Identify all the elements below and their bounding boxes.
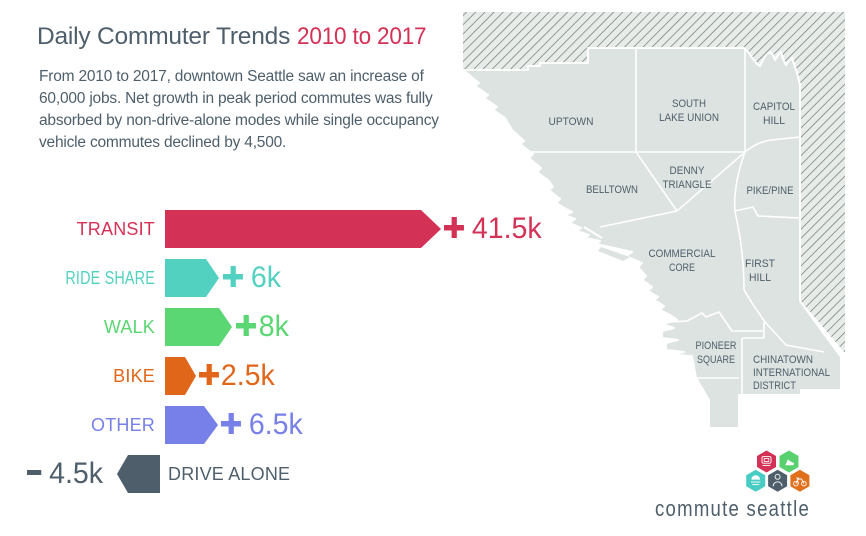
svg-text:TRIANGLE: TRIANGLE — [663, 179, 712, 191]
svg-text:CHINATOWN: CHINATOWN — [753, 354, 813, 366]
svg-text:DENNY: DENNY — [670, 165, 706, 177]
svg-text:CORE: CORE — [669, 262, 695, 274]
svg-text:COMMERCIAL: COMMERCIAL — [649, 248, 716, 260]
svg-text:UPTOWN: UPTOWN — [549, 116, 594, 128]
svg-text:PIONEER: PIONEER — [696, 340, 737, 352]
svg-text:INTERNATIONAL: INTERNATIONAL — [753, 367, 830, 379]
svg-text:LAKE UNION: LAKE UNION — [659, 112, 719, 124]
svg-text:DISTRICT: DISTRICT — [753, 380, 796, 392]
svg-text:BELLTOWN: BELLTOWN — [586, 184, 638, 196]
svg-text:SQUARE: SQUARE — [697, 354, 735, 366]
svg-text:HILL: HILL — [749, 272, 771, 284]
svg-text:PIKE/PINE: PIKE/PINE — [747, 185, 794, 197]
svg-text:SOUTH: SOUTH — [672, 98, 706, 110]
svg-text:FIRST: FIRST — [745, 258, 775, 270]
svg-text:CAPITOL: CAPITOL — [753, 101, 795, 113]
svg-text:HILL: HILL — [763, 115, 785, 127]
